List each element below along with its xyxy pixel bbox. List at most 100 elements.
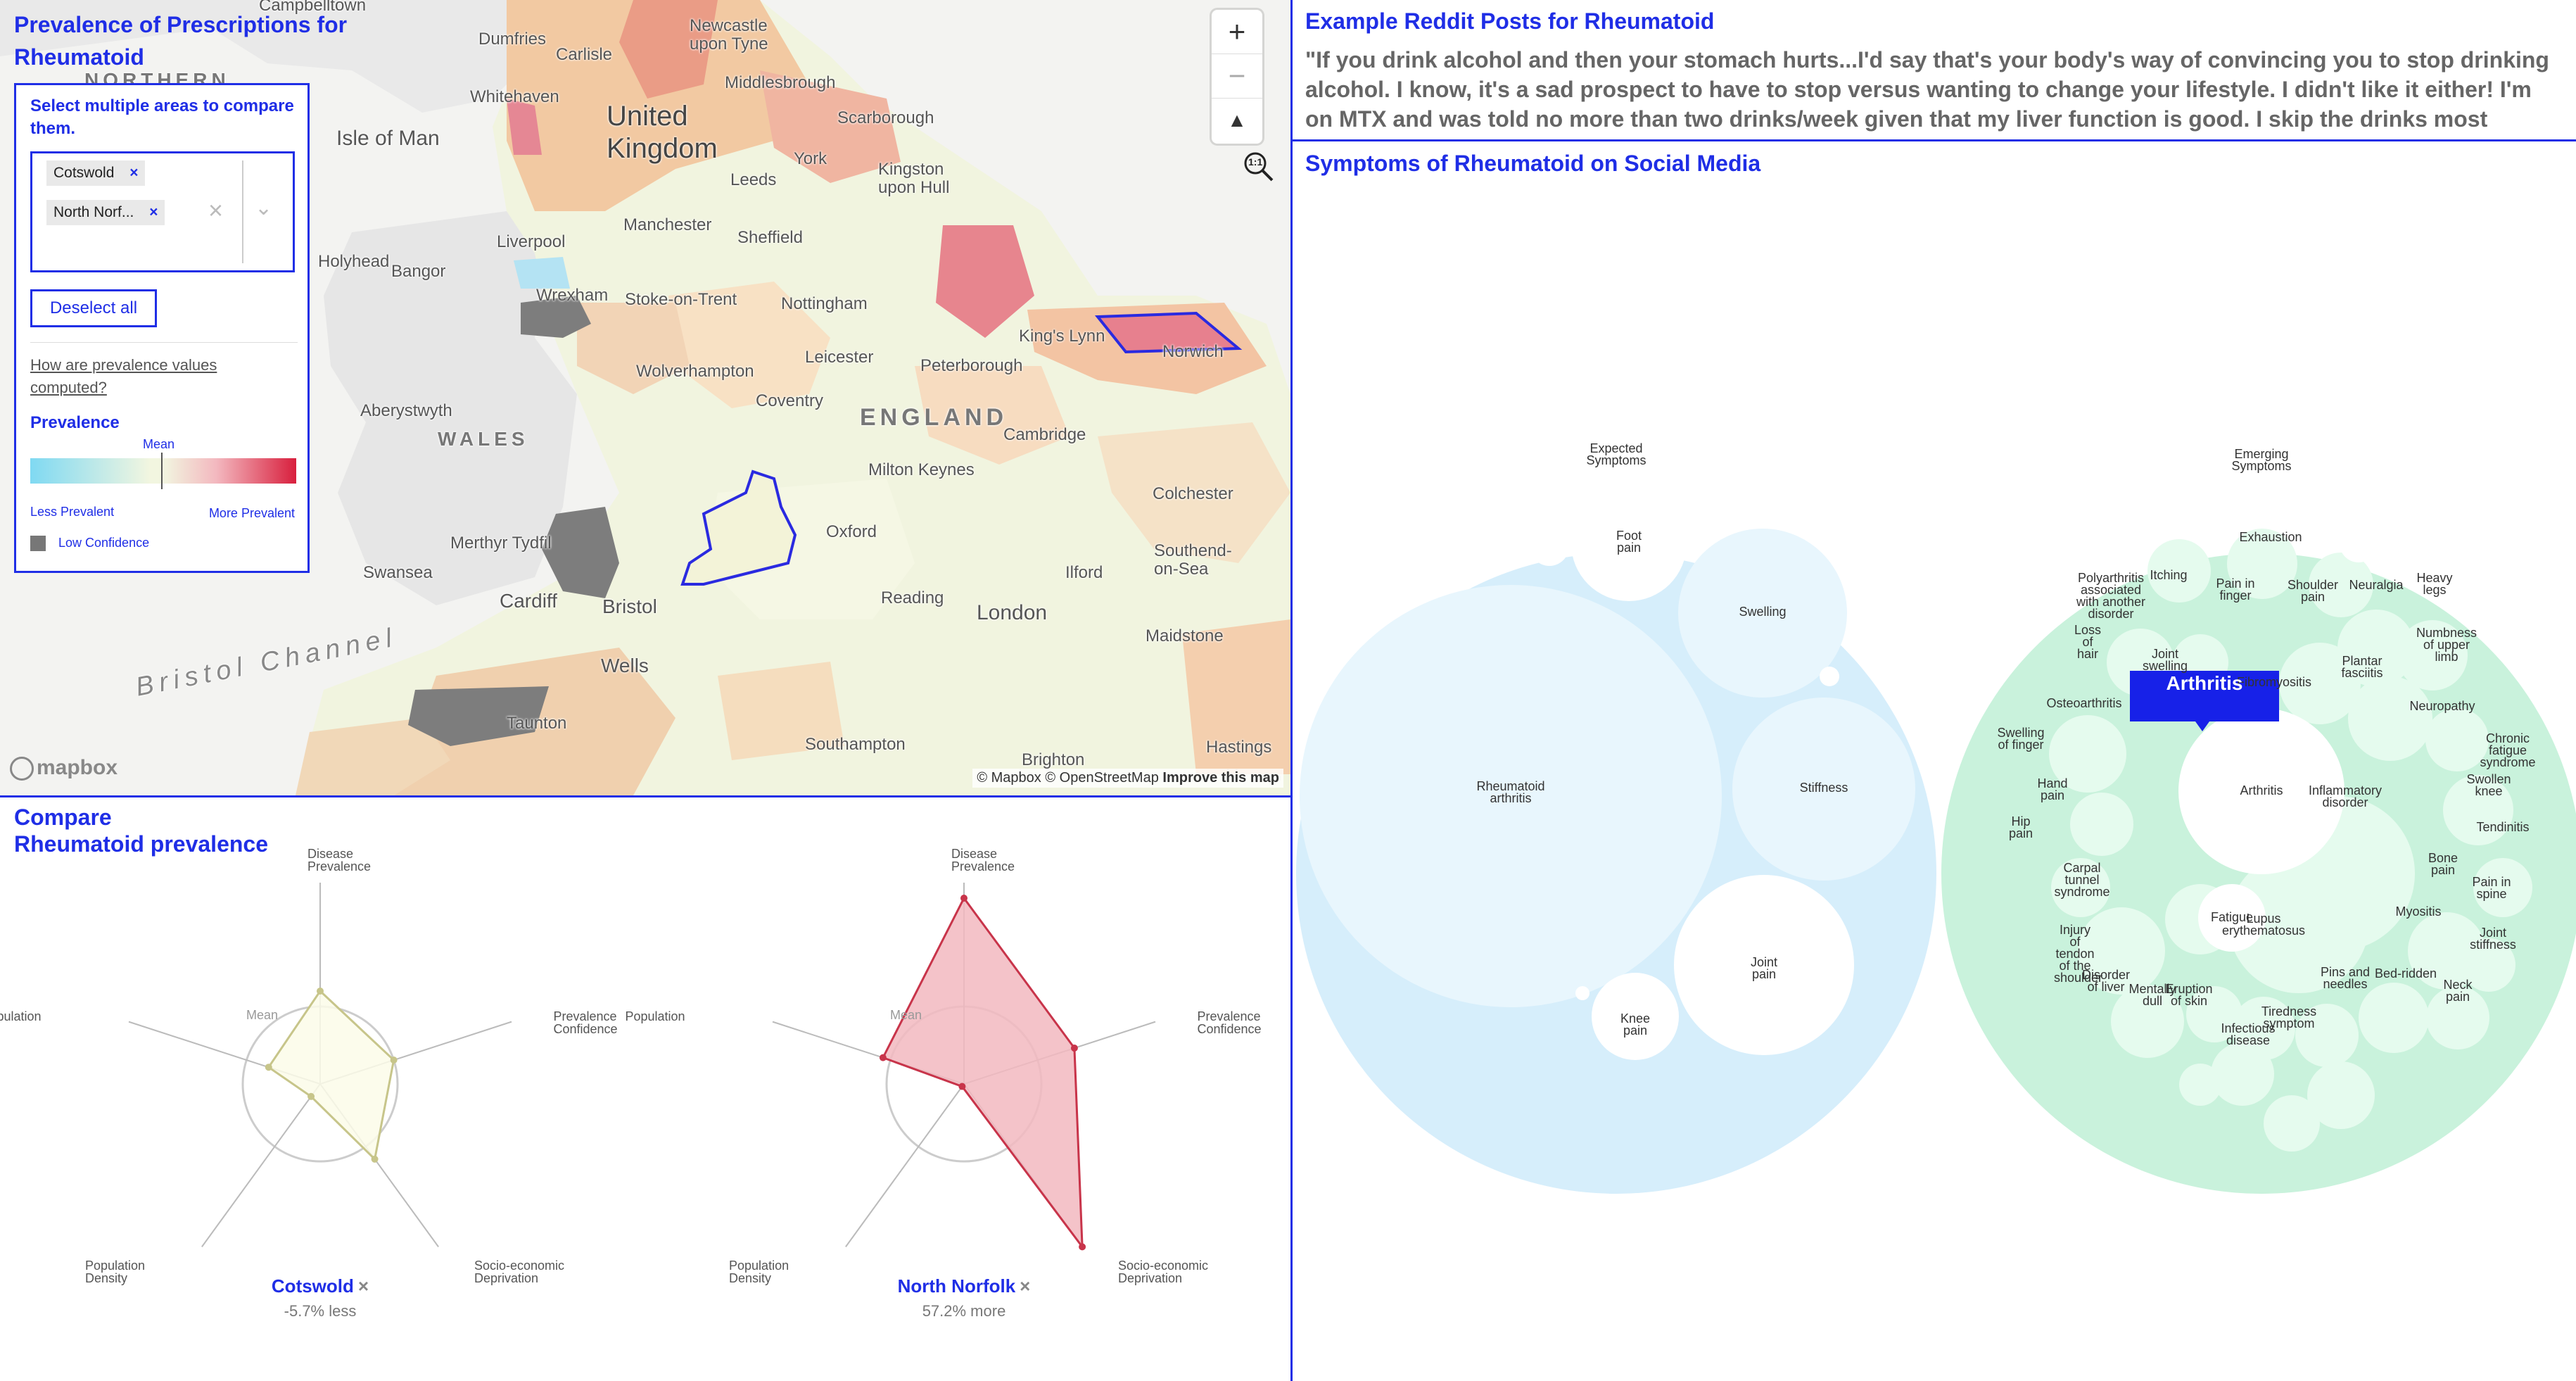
legend-mean-label: Mean — [143, 437, 175, 451]
bubble-foot-pain[interactable] — [1571, 486, 1687, 601]
map-label-wolverhampton: Wolverhampton — [636, 362, 754, 381]
compass-button[interactable]: ▲ — [1227, 109, 1247, 131]
map-region-essex — [1098, 422, 1290, 563]
bubble-label-exhaustion: Exhaustion — [2239, 530, 2302, 544]
bubble-label-jointstiff: Joint stiffness — [2470, 926, 2516, 952]
radar-axis — [845, 1083, 965, 1247]
bubble-swelling[interactable] — [1678, 529, 1847, 698]
legend-low-conf-swatch — [30, 536, 46, 551]
chip-label: North Norf... — [53, 204, 134, 220]
attribution-mapbox-link[interactable]: © Mapbox — [977, 770, 1041, 786]
radar-shape-0[interactable] — [267, 989, 395, 1161]
compare-area-delta: 57.2% more — [922, 1302, 1006, 1320]
selected-chip-north-norfolk: North Norf... × — [46, 200, 165, 225]
map-label-coventry: Coventry — [756, 391, 824, 410]
attribution-osm-link[interactable]: © OpenStreetMap — [1045, 770, 1159, 786]
map-area-cotswold[interactable] — [680, 469, 797, 586]
bubble-label-emerging: Emerging Symptoms — [2231, 447, 2292, 473]
radar-point — [390, 1057, 398, 1064]
map-region-hampshire — [718, 662, 844, 760]
chevron-down-icon[interactable]: ⌄ — [255, 196, 273, 220]
map-label-carlisle: Carlisle — [556, 45, 613, 64]
map-label-ilford: Ilford — [1065, 563, 1103, 582]
bubble-label-swellingfinger: Swelling of finger — [1997, 726, 2045, 752]
remove-area-icon[interactable]: × — [357, 1275, 369, 1297]
map-label-wrexham: Wrexham — [536, 286, 609, 305]
radar-point — [265, 1064, 272, 1071]
remove-area-icon[interactable]: × — [1020, 1275, 1031, 1297]
bubble-stiffness[interactable] — [1732, 698, 1915, 881]
map-land-wales — [324, 211, 577, 605]
map-label-aberystwyth: Aberystwyth — [360, 401, 452, 420]
compare-title: Compare Rheumatoid prevalence — [14, 804, 268, 857]
compare-area-name: North Norfolk × — [858, 1275, 1070, 1297]
radar-axis-label: Population — [625, 1009, 685, 1023]
map-region-north — [507, 0, 809, 211]
bubble-label-heavylegs: Heavy legs — [2416, 571, 2453, 597]
legend-mean-tick — [161, 453, 163, 489]
map-label-wells: Wells — [601, 655, 649, 676]
bubble-label-chronicfatigue: Chronic fatigue syndrome — [2480, 731, 2536, 769]
map-title: Prevalence of Prescriptions for Rheumato… — [14, 12, 348, 70]
bubble-label-carpal: Carpal tunnel syndrome — [2054, 861, 2110, 899]
radar-axis-label: Disease Prevalence — [307, 847, 372, 874]
map-label-liverpool: Liverpool — [497, 232, 566, 251]
zoom-out-button[interactable]: − — [1212, 54, 1262, 99]
map-label-manchester: Manchester — [623, 215, 712, 234]
map-area-north-norfolk[interactable] — [1094, 311, 1243, 354]
map-low-conf-wrexham — [521, 296, 591, 338]
pane-divider-horizontal-left — [0, 795, 1290, 797]
bubble-label-hippain: Hip pain — [2008, 814, 2033, 840]
bubble-knee-pain[interactable] — [1592, 973, 1679, 1060]
reddit-post-text[interactable]: "If you drink alcohol and then your stom… — [1305, 47, 2549, 132]
chip-remove-icon[interactable]: × — [149, 204, 158, 220]
bubble-label-plantar: Plantar fasciitis — [2341, 654, 2383, 680]
bubble-rheumatoid-arthritis[interactable] — [1300, 585, 1722, 1007]
map-label-dumfries: Dumfries — [478, 30, 547, 49]
radar-axis-label: Socio-economic Deprivation — [474, 1259, 565, 1286]
bubble-label-myositis: Myositis — [2395, 904, 2442, 919]
deselect-all-button[interactable]: Deselect all — [30, 289, 157, 327]
tooltip-label: Arthritis — [2166, 672, 2243, 694]
selected-chip-cotswold: Cotswold × — [46, 160, 146, 186]
zoom-in-button[interactable]: + — [1212, 10, 1262, 54]
bubble-label-jointswelling: Joint swelling — [2142, 647, 2188, 673]
map-label-england: ENGLAND — [860, 404, 1008, 431]
map-region-devon — [296, 718, 450, 795]
radar-charts — [128, 883, 1156, 1251]
radar-axis-label: Prevalence Confidence — [1197, 1009, 1262, 1036]
chip-remove-icon[interactable]: × — [129, 165, 139, 181]
map-label-norwich: Norwich — [1162, 342, 1224, 361]
panel-divider — [30, 342, 298, 343]
bubble-joint-pain[interactable] — [1674, 875, 1854, 1055]
mapbox-logo[interactable]: mapbox — [10, 756, 118, 781]
bubble-label-fatigue: Fatigue — [2210, 910, 2254, 924]
bubble-arthritis[interactable] — [2178, 708, 2345, 874]
bubble-fatigue[interactable] — [2198, 884, 2266, 952]
mapbox-logo-icon — [10, 757, 34, 781]
zoom-fit-icon[interactable]: 1:1 — [1243, 151, 1275, 183]
radar-shape-1[interactable] — [881, 896, 1084, 1251]
map-label-bangor: Bangor — [391, 262, 446, 281]
improve-map-link[interactable]: Improve this map — [1162, 770, 1279, 786]
map-label-maidstone: Maidstone — [1146, 626, 1224, 645]
radar-axis-label: Population Density — [729, 1259, 789, 1286]
bubble-label-lupus: Lupus erythematosus — [2221, 912, 2306, 938]
bubble-label-swelling: Swelling — [1739, 605, 1787, 619]
legend-more-label: More Prevalent — [208, 506, 295, 520]
bubble-label-osteoarthritis: Osteoarthritis — [2046, 696, 2122, 710]
map-label-sheffield: Sheffield — [737, 228, 803, 247]
bubble-small-c — [1575, 986, 1590, 1000]
bubble-label-numbness: Numbness of upper limb — [2416, 626, 2477, 664]
bubble-label-pins: Pins and needles — [2320, 965, 2371, 991]
prevalence-help-link[interactable]: How are prevalence values computed? — [30, 356, 217, 396]
radar-point — [879, 1054, 887, 1061]
prevalence-map[interactable]: Dumfries Newcastle upon Tyne Carlisle NORTH… — [0, 0, 1290, 795]
area-select-panel: Select multiple areas to compare them. C… — [14, 83, 310, 573]
area-multiselect[interactable]: Cotswold × North Norf... × × ⌄ — [30, 151, 295, 272]
compare-area-delta: -5.7% less — [284, 1302, 357, 1320]
map-label-merthyr: Merthyr Tydfil — [450, 534, 552, 553]
clear-all-icon[interactable]: × — [208, 196, 224, 225]
map-label-taunton: Taunton — [507, 714, 567, 733]
map-canvas[interactable] — [0, 0, 1290, 795]
